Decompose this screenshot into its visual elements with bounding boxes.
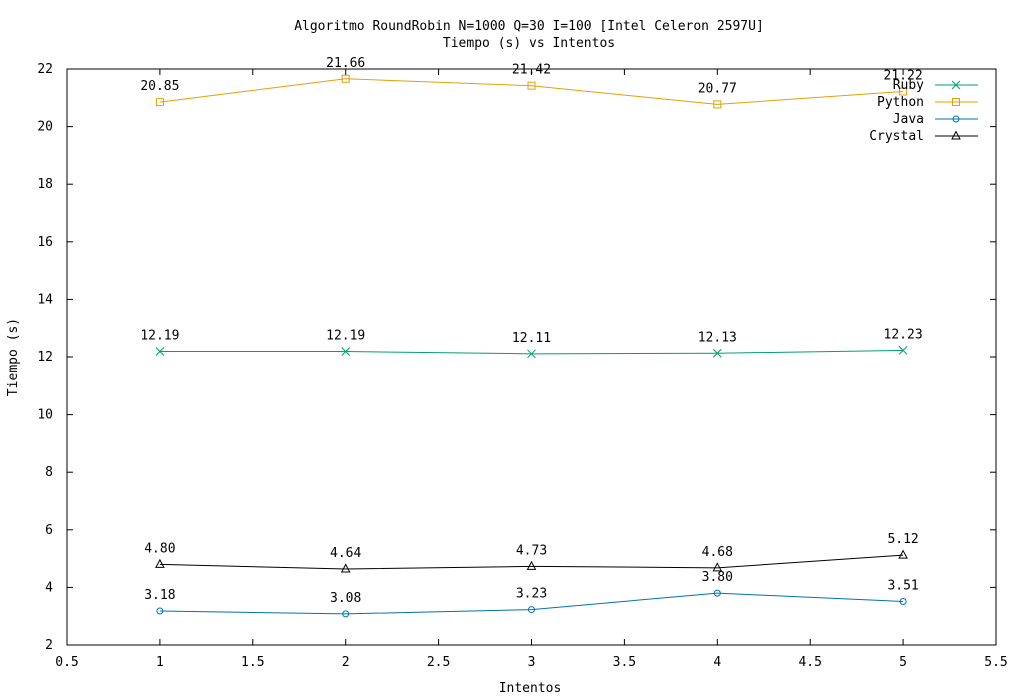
data-point — [342, 610, 350, 618]
data-label: 21.42 — [512, 63, 551, 78]
data-label: 12.19 — [140, 329, 179, 344]
data-point — [341, 74, 350, 83]
data-point — [527, 81, 536, 90]
x-tick-label: 3 — [528, 655, 536, 670]
data-point — [155, 98, 164, 107]
chart-title: Algoritmo RoundRobin N=1000 Q=30 I=100 [… — [294, 19, 764, 34]
legend-label: Java — [893, 112, 924, 127]
y-tick-label: 14 — [37, 292, 53, 307]
data-point — [712, 562, 723, 572]
legend-label: Crystal — [869, 129, 924, 144]
y-tick-label: 2 — [45, 638, 53, 653]
x-tick-label: 5.5 — [984, 655, 1007, 670]
series-java: 3.18 3.08 3.23 3.80 3.51 — [144, 570, 919, 618]
data-label: 3.08 — [330, 591, 361, 606]
data-label: 4.64 — [330, 546, 361, 561]
y-axis-label: Tiempo (s) — [6, 318, 21, 396]
data-label: 20.85 — [140, 79, 179, 94]
series-line — [159, 78, 904, 105]
data-label: 20.77 — [698, 81, 737, 96]
data-point — [340, 563, 351, 573]
series-python: 20.85 21.66 21.42 20.77 21.22 — [140, 56, 923, 109]
y-tick-label: 16 — [37, 235, 53, 250]
x-tick-label: 0.5 — [55, 655, 78, 670]
y-tick-label: 6 — [45, 523, 53, 538]
x-tick-label: 5 — [899, 655, 907, 670]
data-label: 3.18 — [144, 588, 175, 603]
y-tick-label: 18 — [37, 177, 53, 192]
legend-marker — [951, 80, 961, 90]
series-line — [159, 592, 904, 615]
data-point — [712, 348, 722, 358]
axis-ticks: 0.5 1 1.5 2 2.5 3 3.5 4 4.5 5 5.5 2 4 6 8 10 12 14 16 18 20 2… — [37, 62, 1007, 670]
y-tick-label: 4 — [45, 580, 53, 595]
data-point — [713, 100, 722, 109]
data-point — [528, 606, 535, 614]
data-label: 4.80 — [144, 541, 175, 556]
data-point — [898, 346, 908, 355]
legend-marker — [951, 130, 961, 140]
legend-marker — [952, 98, 960, 106]
data-label: 4.73 — [516, 543, 547, 558]
data-point — [155, 347, 165, 356]
y-tick-label: 20 — [37, 120, 53, 135]
x-tick-label: 2 — [342, 655, 350, 670]
data-point — [899, 598, 907, 606]
data-point — [713, 589, 721, 597]
data-label: 12.23 — [884, 327, 923, 342]
data-label: 5.12 — [887, 532, 918, 547]
y-tick-label: 12 — [37, 350, 53, 365]
legend-marker — [952, 115, 960, 123]
data-point — [155, 558, 165, 568]
x-tick-label: 1.5 — [241, 655, 264, 670]
data-point — [156, 607, 164, 615]
data-label: 21.22 — [884, 68, 923, 83]
data-label: 12.11 — [512, 331, 551, 346]
data-label: 3.80 — [702, 570, 733, 585]
x-tick-label: 2.5 — [427, 655, 450, 670]
y-tick-label: 22 — [37, 62, 53, 77]
data-label: 12.19 — [326, 329, 365, 344]
x-tick-label: 3.5 — [613, 655, 636, 670]
data-label: 4.68 — [702, 545, 733, 560]
chart-subtitle: Tiempo (s) vs Intentos — [443, 36, 615, 51]
legend-item-java: Java — [893, 112, 978, 127]
series-ruby: 12.19 12.19 12.11 12.13 12.23 — [140, 327, 923, 359]
legend-item-python: Python — [877, 95, 978, 110]
data-label: 3.51 — [887, 579, 918, 594]
data-point — [527, 349, 536, 359]
data-point — [526, 560, 537, 570]
legend-label: Ruby — [893, 78, 924, 93]
legend-label: Python — [877, 95, 924, 110]
legend-item-crystal: Crystal — [869, 129, 978, 144]
data-point — [899, 87, 908, 96]
y-tick-label: 10 — [37, 408, 53, 423]
x-tick-label: 4 — [713, 655, 721, 670]
x-tick-label: 1 — [156, 655, 164, 670]
series-line — [159, 554, 904, 570]
x-axis-label: Intentos — [499, 681, 562, 696]
legend-item-ruby: Ruby — [893, 78, 978, 93]
data-label: 3.23 — [516, 587, 547, 602]
series-layer: 12.19 12.19 12.11 12.13 12.23 20.85 21.66 21.42… — [140, 56, 923, 618]
y-tick-label: 8 — [45, 465, 53, 480]
x-tick-label: 4.5 — [798, 655, 821, 670]
series-crystal: 4.80 4.64 4.73 4.68 5.12 — [144, 532, 919, 573]
legend: Ruby Python Java Crystal — [869, 78, 978, 144]
data-point — [341, 347, 351, 356]
data-label: 21.66 — [326, 56, 365, 71]
data-point — [898, 549, 908, 559]
data-label: 12.13 — [698, 330, 737, 345]
